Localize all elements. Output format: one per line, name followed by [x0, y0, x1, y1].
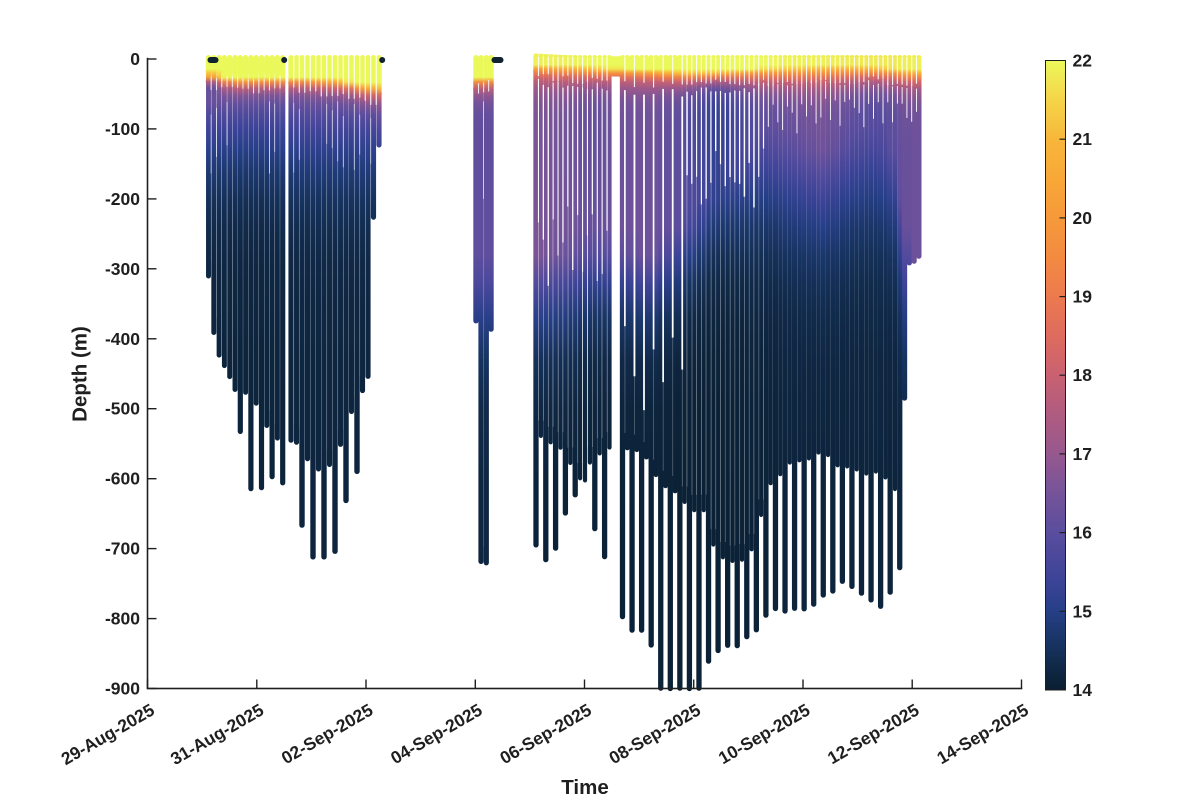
svg-text:19: 19	[1073, 287, 1093, 307]
svg-text:-200: -200	[105, 189, 140, 209]
svg-text:20: 20	[1073, 208, 1093, 228]
svg-text:-400: -400	[105, 329, 140, 349]
svg-text:-800: -800	[105, 609, 140, 629]
svg-text:0: 0	[130, 49, 140, 69]
svg-text:14: 14	[1073, 680, 1093, 700]
svg-text:18: 18	[1073, 365, 1093, 385]
svg-text:-300: -300	[105, 259, 140, 279]
svg-text:-700: -700	[105, 539, 140, 559]
svg-text:-600: -600	[105, 469, 140, 489]
svg-text:16: 16	[1073, 523, 1093, 543]
svg-text:Time: Time	[561, 776, 608, 799]
svg-text:-100: -100	[105, 119, 140, 139]
svg-text:Depth (m): Depth (m)	[69, 326, 92, 422]
svg-text:17: 17	[1073, 444, 1092, 464]
svg-text:15: 15	[1073, 601, 1093, 621]
svg-text:-900: -900	[105, 679, 140, 699]
svg-text:21: 21	[1073, 129, 1093, 149]
svg-text:22: 22	[1073, 51, 1093, 71]
svg-text:-500: -500	[105, 399, 140, 419]
